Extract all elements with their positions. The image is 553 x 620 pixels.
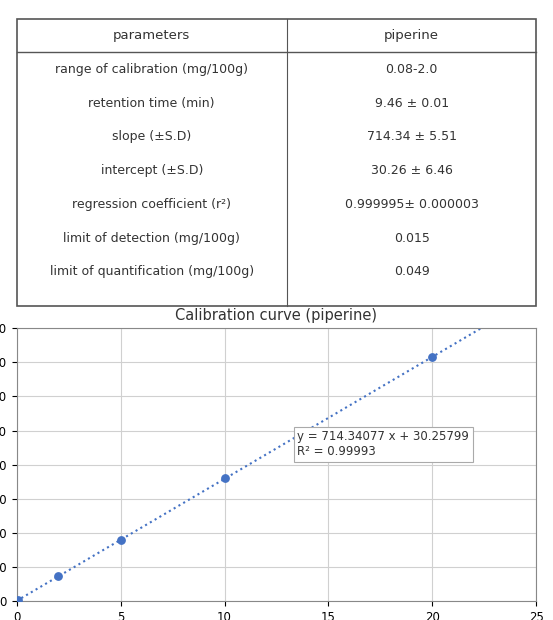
Text: parameters: parameters xyxy=(113,29,190,42)
Point xyxy=(54,571,62,581)
Point xyxy=(14,595,23,604)
Text: 30.26 ± 6.46: 30.26 ± 6.46 xyxy=(371,164,452,177)
Text: 0.08-2.0: 0.08-2.0 xyxy=(385,63,438,76)
Text: intercept (±S.D): intercept (±S.D) xyxy=(101,164,203,177)
Point xyxy=(116,535,125,545)
Text: 9.46 ± 0.01: 9.46 ± 0.01 xyxy=(374,97,448,110)
Text: limit of quantification (mg/100g): limit of quantification (mg/100g) xyxy=(50,265,254,278)
Text: 0.049: 0.049 xyxy=(394,265,430,278)
Text: regression coefficient (r²): regression coefficient (r²) xyxy=(72,198,231,211)
Title: Calibration curve (piperine): Calibration curve (piperine) xyxy=(175,308,378,322)
Point xyxy=(428,352,437,362)
Text: retention time (min): retention time (min) xyxy=(88,97,215,110)
Text: slope (±S.D): slope (±S.D) xyxy=(112,130,191,143)
Text: range of calibration (mg/100g): range of calibration (mg/100g) xyxy=(55,63,248,76)
Text: 0.999995± 0.000003: 0.999995± 0.000003 xyxy=(345,198,478,211)
Text: 0.015: 0.015 xyxy=(394,232,430,245)
Text: piperine: piperine xyxy=(384,29,439,42)
Text: 714.34 ± 5.51: 714.34 ± 5.51 xyxy=(367,130,457,143)
Point xyxy=(220,472,229,482)
Text: y = 714.34077 x + 30.25799
R² = 0.99993: y = 714.34077 x + 30.25799 R² = 0.99993 xyxy=(298,430,469,458)
Text: limit of detection (mg/100g): limit of detection (mg/100g) xyxy=(63,232,240,245)
